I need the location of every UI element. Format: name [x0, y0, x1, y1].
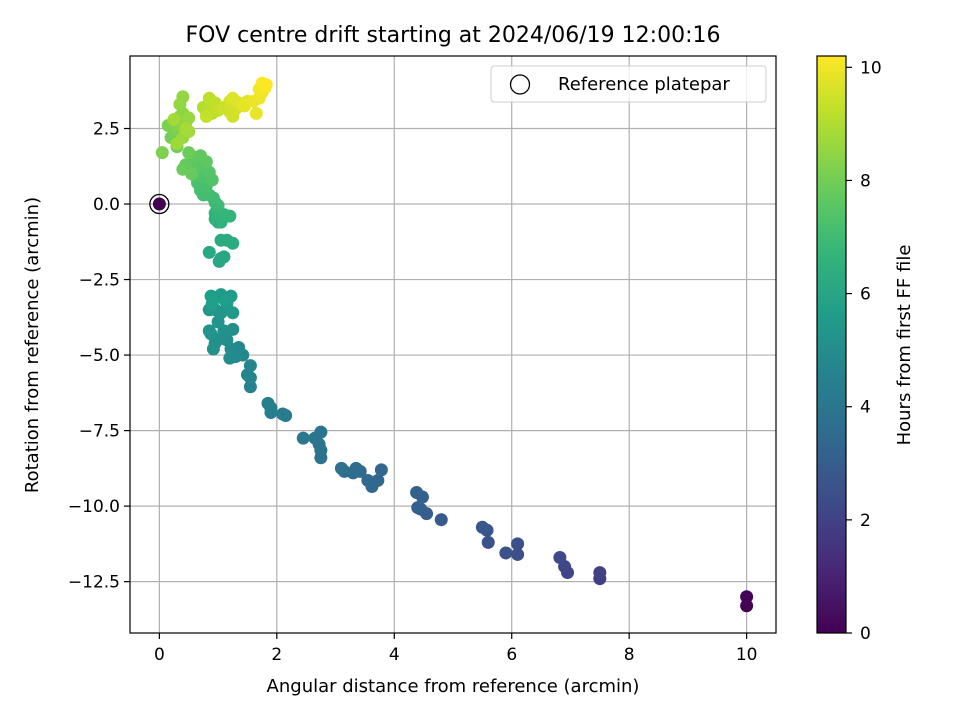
- x-tick-label: 6: [506, 645, 517, 665]
- data-point: [202, 324, 216, 338]
- data-point: [205, 297, 219, 311]
- data-point: [411, 501, 425, 515]
- colorbar-tick-label: 4: [860, 398, 871, 418]
- data-point: [182, 146, 196, 160]
- data-point: [182, 111, 196, 125]
- y-axis-label: Rotation from reference (arcmin): [22, 197, 43, 493]
- data-point: [202, 245, 216, 259]
- reference-point-marker: [149, 193, 170, 215]
- legend: Reference platepar: [490, 65, 767, 103]
- data-point: [249, 106, 263, 120]
- data-point: [296, 431, 310, 445]
- legend-box: [490, 65, 767, 103]
- data-point: [167, 112, 181, 126]
- colorbar: 0 2 4 6 8 10 Hours from first FF file: [816, 55, 915, 644]
- y-tick-label: −12.5: [68, 573, 120, 593]
- y-tick-label: −2.5: [79, 271, 120, 291]
- colorbar-tick-label: 2: [860, 511, 871, 531]
- legend-marker-reference-platepar: [509, 74, 531, 95]
- data-point: [308, 431, 322, 445]
- x-tick-label: 0: [154, 645, 165, 665]
- scatter-points: [149, 76, 754, 613]
- y-tick-label: −7.5: [79, 422, 120, 442]
- data-point: [276, 407, 290, 421]
- y-tick-label: 0.0: [93, 195, 120, 215]
- y-tick-label: −5.0: [79, 346, 120, 366]
- data-point: [511, 547, 525, 561]
- data-point: [179, 122, 193, 136]
- y-tick-label: −10.0: [68, 497, 120, 517]
- colorbar-tick-label: 10: [860, 58, 882, 78]
- x-tick-label: 4: [389, 645, 400, 665]
- y-axis-ticks: −12.5 −10.0 −7.5 −5.0 −2.5 0.0 2.5: [68, 120, 130, 593]
- grid-lines: [130, 56, 776, 633]
- data-point: [202, 165, 216, 179]
- data-point: [259, 78, 273, 92]
- plot-area: [129, 55, 777, 634]
- data-point: [740, 590, 754, 604]
- x-tick-label: 8: [624, 645, 635, 665]
- y-tick-label: 2.5: [93, 120, 120, 140]
- data-point: [334, 461, 348, 475]
- data-point: [475, 520, 489, 534]
- chart-title: FOV centre drift starting at 2024/06/19 …: [186, 23, 721, 48]
- legend-label-reference-platepar: Reference platepar: [558, 74, 730, 95]
- data-point: [740, 599, 754, 613]
- reference-point-fill: [152, 197, 166, 211]
- data-point: [349, 461, 363, 475]
- data-point: [361, 473, 375, 487]
- x-tick-label: 2: [271, 645, 282, 665]
- colorbar-tick-label: 0: [860, 624, 871, 644]
- x-tick-label: 10: [736, 645, 758, 665]
- data-point: [410, 486, 424, 500]
- data-point: [155, 146, 169, 160]
- colorbar-tick-label: 8: [860, 171, 871, 191]
- data-point: [176, 162, 190, 176]
- colorbar-label: Hours from first FF file: [894, 245, 915, 446]
- data-point: [593, 566, 607, 580]
- x-axis-label: Angular distance from reference (arcmin): [267, 676, 640, 697]
- data-point: [218, 294, 232, 308]
- colorbar-ticks: 0 2 4 6 8 10: [846, 58, 882, 644]
- data-point: [243, 359, 257, 373]
- x-axis-ticks: 0 2 4 6 8 10: [154, 633, 758, 665]
- data-point: [206, 342, 220, 356]
- data-point: [243, 380, 257, 394]
- data-point: [220, 233, 234, 247]
- colorbar-gradient: [816, 55, 847, 634]
- data-point: [176, 90, 190, 104]
- data-point: [217, 250, 231, 264]
- data-point: [434, 513, 448, 527]
- data-point: [374, 463, 388, 477]
- data-point: [261, 396, 275, 410]
- data-point: [553, 550, 567, 564]
- data-point: [199, 109, 213, 123]
- data-point: [170, 137, 184, 151]
- axes-frame: [129, 55, 777, 634]
- data-point: [481, 535, 495, 549]
- colorbar-tick-label: 6: [860, 285, 871, 305]
- data-point: [499, 546, 513, 560]
- data-point: [511, 537, 525, 551]
